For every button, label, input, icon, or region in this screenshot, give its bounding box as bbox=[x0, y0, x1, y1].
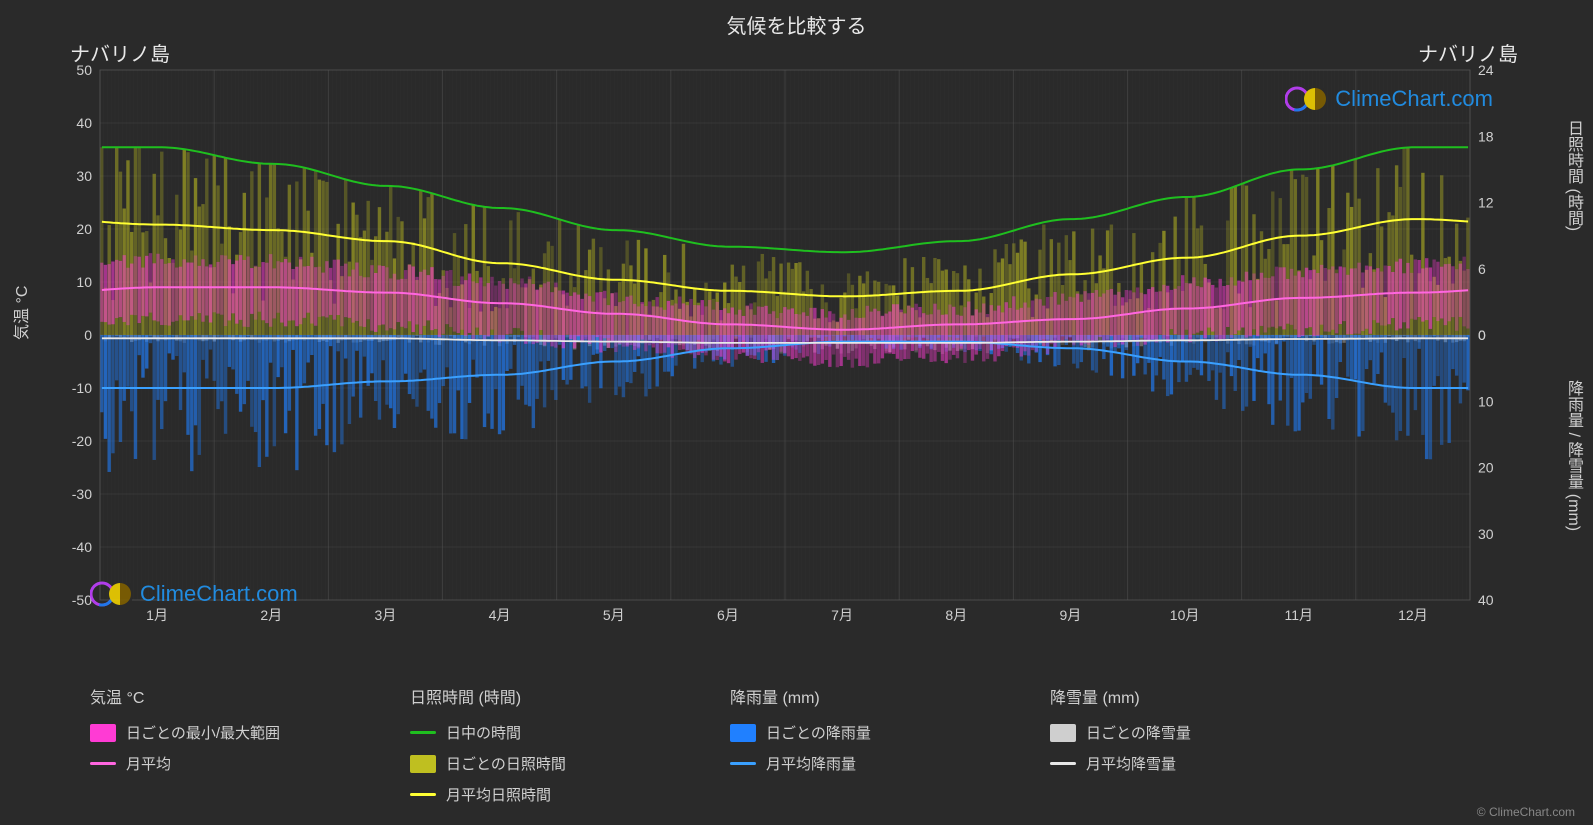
legend-item: 月平均降雪量 bbox=[1050, 753, 1310, 774]
svg-text:9月: 9月 bbox=[1060, 607, 1082, 623]
watermark-top-right: ClimeChart.com bbox=[1285, 85, 1493, 113]
chart-area: -50-40-30-20-100102030405006121824010203… bbox=[60, 60, 1510, 630]
swatch-line-icon bbox=[90, 762, 116, 765]
svg-text:2月: 2月 bbox=[260, 607, 282, 623]
svg-text:6月: 6月 bbox=[717, 607, 739, 623]
legend-header: 日照時間 (時間) bbox=[410, 684, 670, 708]
svg-text:30: 30 bbox=[76, 168, 92, 184]
legend-item: 日中の時間 bbox=[410, 722, 670, 743]
svg-text:4月: 4月 bbox=[489, 607, 511, 623]
chart-svg: -50-40-30-20-100102030405006121824010203… bbox=[60, 60, 1510, 630]
svg-text:18: 18 bbox=[1478, 128, 1494, 144]
swatch-line-icon bbox=[1050, 762, 1076, 765]
legend-item: 月平均日照時間 bbox=[410, 784, 670, 805]
svg-text:30: 30 bbox=[1478, 526, 1494, 542]
legend-item: 月平均降雨量 bbox=[730, 753, 990, 774]
legend-column: 降雪量 (mm) 日ごとの降雪量月平均降雪量 bbox=[1050, 684, 1310, 805]
svg-text:24: 24 bbox=[1478, 62, 1494, 78]
watermark-text: ClimeChart.com bbox=[140, 581, 298, 607]
svg-text:10: 10 bbox=[1478, 393, 1494, 409]
legend-item: 日ごとの日照時間 bbox=[410, 753, 670, 774]
watermark-text: ClimeChart.com bbox=[1335, 86, 1493, 112]
legend-item: 日ごとの最小/最大範囲 bbox=[90, 722, 350, 743]
svg-text:8月: 8月 bbox=[945, 607, 967, 623]
svg-text:-20: -20 bbox=[72, 433, 92, 449]
svg-text:0: 0 bbox=[1478, 327, 1486, 343]
legend-item: 月平均 bbox=[90, 753, 350, 774]
swatch-bar-icon bbox=[1050, 724, 1076, 742]
swatch-bar-icon bbox=[730, 724, 756, 742]
legend-item: 日ごとの降雪量 bbox=[1050, 722, 1310, 743]
watermark-bottom-left: ClimeChart.com bbox=[90, 580, 298, 608]
y-axis-left-label: 気温 °C bbox=[8, 286, 32, 340]
legend-column: 気温 °C 日ごとの最小/最大範囲月平均 bbox=[90, 684, 350, 805]
legend: 気温 °C 日ごとの最小/最大範囲月平均 日照時間 (時間) 日中の時間日ごとの日照時… bbox=[90, 684, 1533, 805]
legend-column: 日照時間 (時間) 日中の時間日ごとの日照時間月平均日照時間 bbox=[410, 684, 670, 805]
svg-text:3月: 3月 bbox=[375, 607, 397, 623]
svg-text:40: 40 bbox=[1478, 592, 1494, 608]
svg-text:-30: -30 bbox=[72, 486, 92, 502]
svg-text:11月: 11月 bbox=[1284, 607, 1313, 623]
swatch-bar-icon bbox=[410, 755, 436, 773]
svg-text:50: 50 bbox=[76, 62, 92, 78]
legend-header: 気温 °C bbox=[90, 684, 350, 708]
svg-text:-10: -10 bbox=[72, 380, 92, 396]
svg-text:20: 20 bbox=[1478, 460, 1494, 476]
y-axis-right-bottom-label: 降雨量 / 降雪量 (mm) bbox=[1561, 380, 1585, 531]
swatch-line-icon bbox=[730, 762, 756, 765]
legend-column: 降雨量 (mm) 日ごとの降雨量月平均降雨量 bbox=[730, 684, 990, 805]
legend-item-label: 日ごとの日照時間 bbox=[446, 753, 566, 774]
legend-item-label: 月平均日照時間 bbox=[446, 784, 551, 805]
legend-item-label: 月平均降雪量 bbox=[1086, 753, 1176, 774]
legend-item-label: 月平均降雨量 bbox=[766, 753, 856, 774]
legend-item-label: 日ごとの降雪量 bbox=[1086, 722, 1191, 743]
legend-header: 降雪量 (mm) bbox=[1050, 684, 1310, 708]
legend-header: 降雨量 (mm) bbox=[730, 684, 990, 708]
svg-text:10: 10 bbox=[76, 274, 92, 290]
logo-icon bbox=[90, 580, 132, 608]
svg-text:10月: 10月 bbox=[1170, 607, 1200, 623]
svg-text:-40: -40 bbox=[72, 539, 92, 555]
swatch-bar-icon bbox=[90, 724, 116, 742]
legend-item-label: 日中の時間 bbox=[446, 722, 521, 743]
svg-text:0: 0 bbox=[84, 327, 92, 343]
svg-text:6: 6 bbox=[1478, 261, 1486, 277]
svg-text:12: 12 bbox=[1478, 195, 1494, 211]
legend-item: 日ごとの降雨量 bbox=[730, 722, 990, 743]
chart-title: 気候を比較する bbox=[0, 0, 1593, 39]
svg-text:12月: 12月 bbox=[1398, 607, 1428, 623]
svg-text:7月: 7月 bbox=[831, 607, 853, 623]
logo-icon bbox=[1285, 85, 1327, 113]
svg-text:1月: 1月 bbox=[146, 607, 168, 623]
legend-item-label: 月平均 bbox=[126, 753, 171, 774]
y-axis-right-top-label: 日照時間 (時間) bbox=[1561, 120, 1585, 231]
copyright-text: © ClimeChart.com bbox=[1477, 805, 1575, 819]
svg-text:20: 20 bbox=[76, 221, 92, 237]
legend-item-label: 日ごとの最小/最大範囲 bbox=[126, 722, 280, 743]
swatch-line-icon bbox=[410, 731, 436, 734]
legend-item-label: 日ごとの降雨量 bbox=[766, 722, 871, 743]
swatch-line-icon bbox=[410, 793, 436, 796]
svg-text:5月: 5月 bbox=[603, 607, 625, 623]
svg-text:40: 40 bbox=[76, 115, 92, 131]
